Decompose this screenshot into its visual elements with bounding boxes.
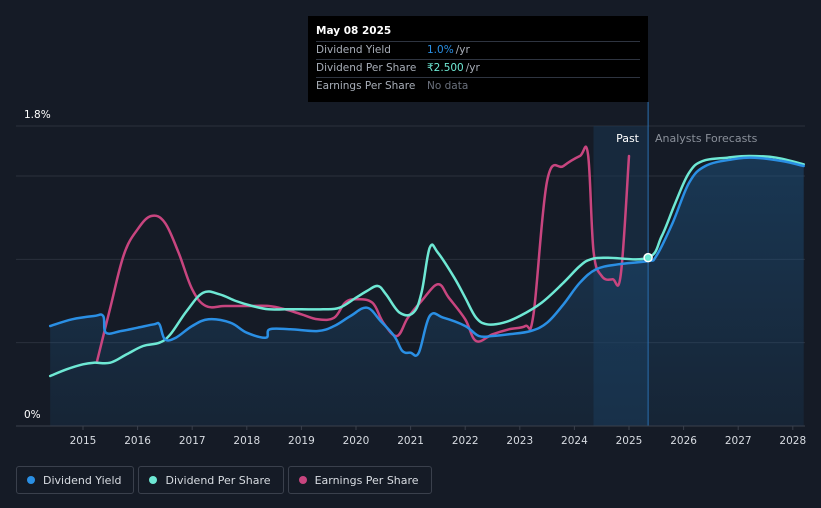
x-tick-label: 2023 [506, 435, 533, 447]
earnings-per-share-line [95, 145, 631, 364]
y-axis-bottom-label: 0% [24, 409, 41, 421]
dividend-yield-area [50, 157, 804, 426]
x-tick-label: 2017 [179, 435, 206, 447]
tooltip-date: May 08 2025 [316, 22, 640, 42]
x-tick-label: 2020 [343, 435, 370, 447]
tooltip-label: Dividend Per Share [316, 62, 417, 74]
x-tick-label: 2022 [452, 435, 479, 447]
tooltip-label: Earnings Per Share [316, 80, 416, 92]
x-tick-label: 2027 [725, 435, 752, 447]
tooltip-value: ₹2.500 [427, 62, 464, 74]
x-tick-label: 2021 [397, 435, 424, 447]
forecast-label: Analysts Forecasts [655, 132, 758, 145]
x-axis: 2015 2016 2017 2018 2019 2020 2021 2022 2023 2024… [16, 425, 806, 447]
tooltip-unit: /yr [455, 44, 470, 56]
legend-dot-icon [27, 476, 35, 484]
legend-label: Earnings Per Share [314, 473, 419, 487]
x-tick-label: 2025 [616, 435, 643, 447]
x-tick-label: 2019 [288, 435, 315, 447]
x-tick-label: 2026 [670, 435, 697, 447]
tooltip-row-dividend-per-share: Dividend Per Share ₹2.500 /yr [316, 60, 640, 78]
x-tick-label: 2018 [233, 435, 260, 447]
past-label: Past [616, 132, 640, 145]
legend-dividend-yield[interactable]: Dividend Yield [16, 466, 135, 494]
series-lines [48, 102, 805, 426]
tooltip-unit: /yr [465, 62, 480, 74]
legend-label: Dividend Yield [43, 473, 122, 487]
x-tick-label: 2016 [124, 435, 151, 447]
current-point-marker [643, 252, 653, 263]
x-tick-label: 2015 [70, 435, 97, 447]
area-fill [50, 157, 804, 426]
legend-earnings-per-share[interactable]: Earnings Per Share [287, 466, 432, 494]
y-axis-top-label: 1.8% [24, 109, 51, 121]
tooltip-value: No data [427, 80, 469, 92]
legend-dot-icon [298, 476, 307, 484]
chart-legend: Dividend Yield Dividend Per Share Earnin… [16, 466, 432, 494]
legend-dot-icon [149, 476, 158, 484]
x-tick-label: 2028 [779, 435, 806, 447]
x-tick-label: 2024 [561, 435, 588, 447]
tooltip-label: Dividend Yield [316, 44, 391, 56]
hover-tooltip: May 08 2025 Dividend Yield 1.0% /yr Divi… [308, 16, 648, 102]
legend-dividend-per-share[interactable]: Dividend Per Share [138, 466, 284, 494]
tooltip-row-dividend-yield: Dividend Yield 1.0% /yr [316, 42, 640, 60]
tooltip-row-earnings-per-share: Earnings Per Share No data [316, 78, 640, 95]
tooltip-value: 1.0% [427, 44, 454, 56]
legend-label: Dividend Per Share [165, 473, 271, 487]
